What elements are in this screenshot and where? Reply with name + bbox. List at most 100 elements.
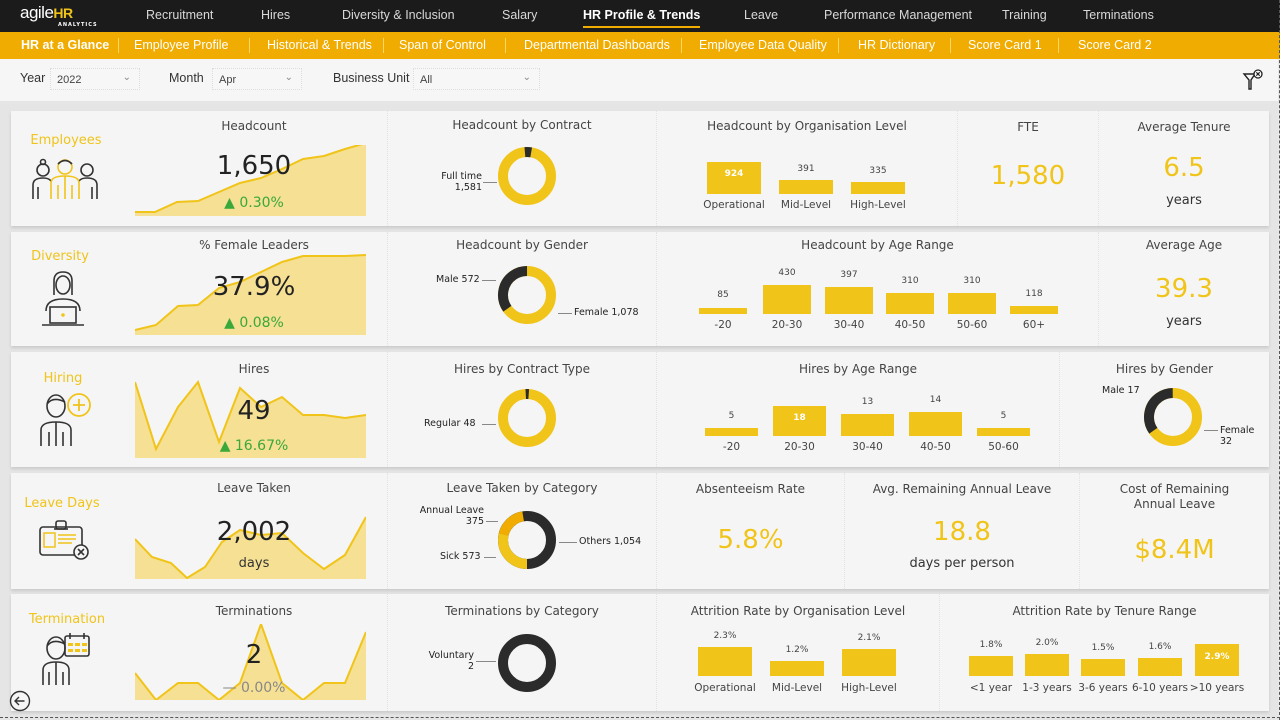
bar-age-60-plus[interactable]: [1010, 306, 1058, 314]
subnav-employee-data-quality[interactable]: Employee Data Quality: [699, 38, 827, 52]
terminations-by-category-card[interactable]: Terminations by Category Voluntary 2: [387, 594, 656, 711]
bar-age-under-20[interactable]: [705, 428, 758, 436]
avg-age-unit: years: [1166, 314, 1202, 329]
bar-high-level[interactable]: [842, 649, 896, 676]
nav-hires[interactable]: Hires: [261, 8, 291, 22]
headcount-by-gender-card[interactable]: Headcount by Gender Male 572 Female 1,07…: [387, 232, 656, 346]
terminations-card[interactable]: Terminations 2 — 0.00%: [121, 594, 387, 711]
bar-category: 30-40: [833, 319, 865, 331]
female-leaders-area-chart: [135, 254, 366, 335]
nav-performance-management[interactable]: Performance Management: [824, 8, 972, 22]
absenteeism-card[interactable]: Absenteeism Rate 5.8%: [656, 473, 844, 589]
hires-card[interactable]: Hires 49 ▲ 16.67%: [121, 352, 387, 467]
nav-leave[interactable]: Leave: [744, 8, 779, 22]
bar-age-under-20[interactable]: [699, 308, 747, 314]
attrition-by-org-level-card[interactable]: Attrition Rate by Organisation Level 2.3…: [656, 594, 939, 711]
bar-tenure-6-10[interactable]: [1138, 658, 1182, 676]
bar-tenure-under-1[interactable]: [969, 656, 1013, 676]
bar-high-level[interactable]: [851, 182, 905, 194]
hires-by-contract-card[interactable]: Hires by Contract Type Regular 48: [387, 352, 656, 467]
agile-hr-logo: agileHR ANALYTICS: [20, 3, 98, 28]
remaining-unit: days per person: [909, 556, 1015, 571]
bar-category: 40-50: [920, 441, 951, 453]
hires-by-age-card[interactable]: Hires by Age Range 5 -20 18 20-30 13 30-…: [656, 352, 1059, 467]
subnav-score-card-1[interactable]: Score Card 1: [968, 38, 1042, 52]
male-label: Male 17: [1102, 385, 1140, 396]
leader-line: [559, 542, 577, 543]
nav-terminations[interactable]: Terminations: [1083, 8, 1154, 22]
bar-value: 310: [901, 276, 919, 286]
subnav-hr-dictionary[interactable]: HR Dictionary: [858, 38, 936, 52]
section-label: Employees: [30, 133, 102, 148]
leave-by-category-card[interactable]: Leave Taken by Category Annual Leave 375 …: [387, 473, 656, 589]
bar-operational[interactable]: [698, 647, 752, 676]
month-select[interactable]: Apr ⌄: [212, 68, 302, 90]
remaining-value: 18.8: [933, 517, 991, 547]
bar-age-50-60[interactable]: [948, 293, 996, 314]
fte-card[interactable]: FTE 1,580: [957, 111, 1098, 226]
nav-training[interactable]: Training: [1002, 8, 1047, 22]
back-arrow-icon[interactable]: [9, 690, 31, 712]
attrition-by-tenure-card[interactable]: Attrition Rate by Tenure Range 1.8% <1 y…: [939, 594, 1269, 711]
row-termination: Termination Terminations 2 — 0.00% Termi…: [11, 594, 1269, 711]
hires-by-gender-card[interactable]: Hires by Gender Male 17 Female 32: [1059, 352, 1269, 467]
subnav-span-of-control[interactable]: Span of Control: [399, 38, 486, 52]
section-label: Diversity: [31, 249, 89, 264]
nav-diversity-inclusion[interactable]: Diversity & Inclusion: [342, 8, 455, 22]
headcount-by-gender-donut: [498, 266, 556, 324]
bar-category: Operational: [694, 682, 756, 694]
bar-tenure-over-10[interactable]: [1195, 644, 1239, 676]
year-select[interactable]: 2022 ⌄: [50, 68, 140, 90]
bar-tenure-3-6[interactable]: [1081, 659, 1125, 676]
subnav-historical-trends[interactable]: Historical & Trends: [267, 38, 372, 52]
bar-tenure-1-3[interactable]: [1025, 654, 1069, 676]
bar-age-30-40[interactable]: [825, 287, 873, 314]
clear-filter-icon[interactable]: [1242, 69, 1264, 91]
bar-value: 13: [861, 397, 874, 407]
bar-operational[interactable]: [707, 162, 761, 194]
subnav-hr-at-a-glance[interactable]: HR at a Glance: [21, 38, 110, 52]
chevron-down-icon: ⌄: [122, 72, 131, 83]
sick-label: Sick 573: [440, 551, 481, 562]
bar-mid-level[interactable]: [779, 180, 833, 194]
female-leaders-delta: ▲ 0.08%: [224, 315, 284, 331]
bar-value: 924: [724, 169, 744, 179]
cost-remaining-leave-card[interactable]: Cost of Remaining Annual Leave $8.4M: [1079, 473, 1269, 589]
bar-age-50-60[interactable]: [977, 428, 1030, 436]
bar-age-20-30[interactable]: [773, 406, 826, 436]
leader-line: [484, 557, 496, 558]
bar-age-40-50[interactable]: [886, 293, 934, 314]
headcount-by-org-level-card[interactable]: Headcount by Organisation Level 924 Oper…: [656, 111, 957, 226]
bar-category: High-Level: [841, 682, 897, 694]
headcount-by-contract-card[interactable]: Headcount by Contract Full time 1,581: [387, 111, 656, 226]
nav-hr-profile-trends[interactable]: HR Profile & Trends: [583, 8, 701, 28]
subnav-employee-profile[interactable]: Employee Profile: [134, 38, 229, 52]
divider: [249, 38, 250, 53]
female-leaders-card[interactable]: % Female Leaders 37.9% ▲ 0.08%: [121, 232, 387, 346]
bar-age-20-30[interactable]: [763, 285, 811, 314]
bar-age-40-50[interactable]: [909, 412, 962, 436]
nav-recruitment[interactable]: Recruitment: [146, 8, 214, 22]
fte-value: 1,580: [990, 161, 1066, 191]
subnav-departmental-dashboards[interactable]: Departmental Dashboards: [524, 38, 670, 52]
headcount-card[interactable]: Headcount 1,650 ▲ 0.30%: [121, 111, 387, 226]
avg-remaining-leave-card[interactable]: Avg. Remaining Annual Leave 18.8 days pe…: [844, 473, 1079, 589]
headcount-by-age-card[interactable]: Headcount by Age Range 85 -20 430 20-30 …: [656, 232, 1098, 346]
bar-category: Mid-Level: [771, 682, 823, 694]
hires-by-gender-donut: [1144, 388, 1202, 446]
leave-taken-card[interactable]: Leave Taken 2,002 days: [121, 473, 387, 589]
full-time-label: Full time 1,581: [441, 171, 482, 193]
business-unit-value: All: [420, 74, 433, 86]
headcount-by-contract-donut: [498, 147, 556, 205]
average-tenure-card[interactable]: Average Tenure 6.5 years: [1098, 111, 1269, 226]
subnav-score-card-2[interactable]: Score Card 2: [1078, 38, 1152, 52]
bar-category: 1-3 years: [1022, 682, 1072, 694]
absenteeism-value: 5.8%: [717, 525, 784, 555]
bar-mid-level[interactable]: [770, 661, 824, 676]
average-age-card[interactable]: Average Age 39.3 years: [1098, 232, 1269, 346]
bar-value: 430: [778, 268, 796, 278]
bar-age-30-40[interactable]: [841, 414, 894, 436]
bar-category: >10 years: [1189, 682, 1245, 694]
nav-salary[interactable]: Salary: [502, 8, 538, 22]
business-unit-select[interactable]: All ⌄: [413, 68, 540, 90]
